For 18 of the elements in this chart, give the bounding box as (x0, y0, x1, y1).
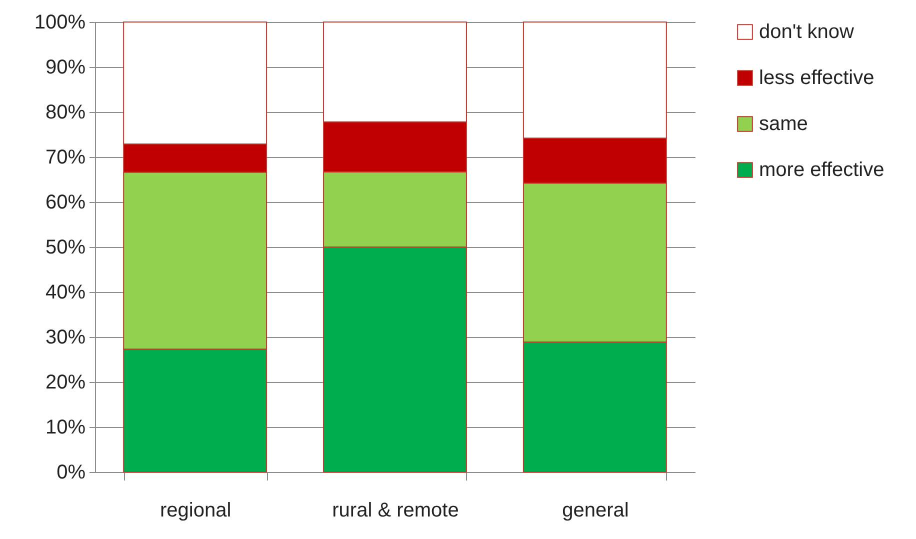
x-tick-label: rural & remote (332, 500, 459, 522)
y-tick-label: 100% (34, 12, 86, 34)
y-tick-label: 20% (45, 372, 86, 394)
y-tick-label: 30% (45, 326, 86, 348)
y-tick-label: 90% (45, 56, 86, 78)
y-tick-label: 10% (45, 416, 86, 438)
legend-label: same (759, 113, 808, 135)
x-tick-label: general (562, 500, 629, 522)
y-tick-label: 0% (56, 462, 86, 484)
y-tick-label: 60% (45, 192, 86, 214)
y-tick-label: 40% (45, 282, 86, 304)
x-tick-label: regional (160, 500, 232, 522)
y-tick-label: 50% (45, 236, 86, 258)
legend-label: don't know (759, 21, 855, 43)
legend-label: more effective (759, 159, 884, 181)
y-tick-label: 80% (45, 102, 86, 124)
legend-label: less effective (759, 67, 874, 89)
y-tick-label: 70% (45, 146, 86, 168)
